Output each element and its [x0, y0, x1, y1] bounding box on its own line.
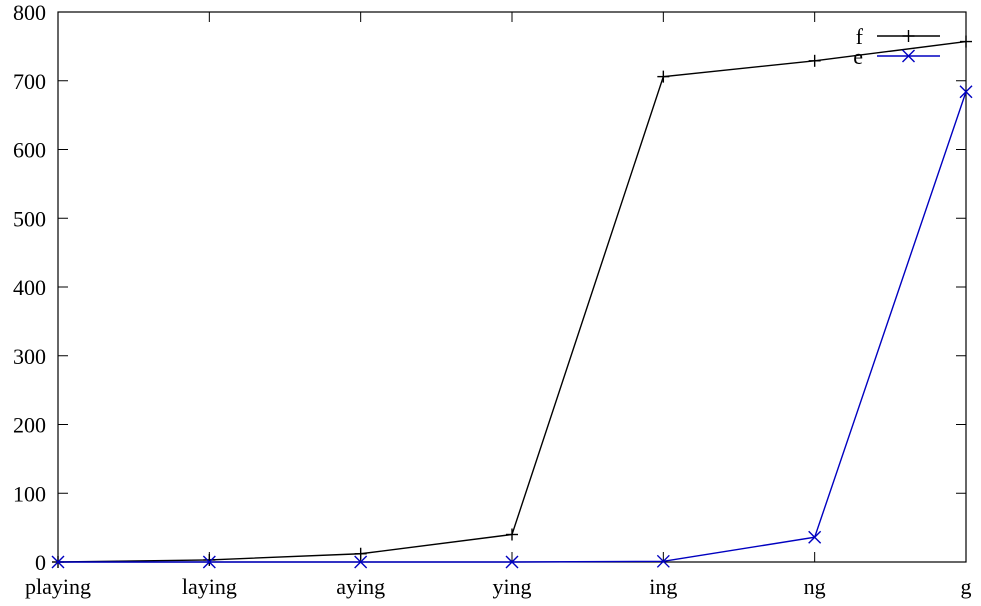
legend-marker-e — [902, 49, 915, 63]
data-point-f — [203, 553, 216, 566]
x-tick-label: ing — [649, 574, 677, 599]
data-point-e — [959, 85, 973, 99]
x-tick-label: playing — [25, 574, 91, 599]
y-tick-label: 400 — [13, 275, 46, 300]
x-tick-label: ying — [492, 574, 531, 599]
marker-cross-b — [959, 85, 973, 99]
data-point-f — [354, 547, 367, 560]
y-tick-label: 800 — [13, 0, 46, 25]
marker-cross-b — [202, 555, 216, 569]
data-point-e — [505, 555, 519, 569]
marker-cross-b — [902, 49, 915, 63]
marker-cross-b — [51, 555, 65, 569]
x-tick-label: g — [961, 574, 972, 599]
marker-cross-b — [505, 555, 519, 569]
data-point-e — [354, 555, 368, 569]
data-point-f — [657, 70, 670, 83]
data-point-f — [506, 528, 518, 541]
data-point-e — [808, 530, 822, 544]
x-tick-label: ng — [804, 574, 826, 599]
y-tick-label: 300 — [13, 344, 46, 369]
y-tick-label: 500 — [13, 206, 46, 231]
legend-marker-f — [902, 30, 915, 42]
plot-border — [57, 11, 967, 563]
x-tick-label: aying — [336, 574, 385, 599]
y-tick-label: 600 — [13, 138, 46, 163]
series-line-e — [58, 91, 967, 563]
marker-cross-b — [656, 554, 670, 568]
y-tick-label: 0 — [35, 550, 46, 575]
legend-label-f: f — [856, 24, 864, 49]
marker-cross-b — [808, 530, 822, 544]
data-point-f — [960, 35, 972, 48]
y-tick-label: 700 — [13, 69, 46, 94]
y-tick-label: 100 — [13, 481, 46, 506]
legend-label-e: e — [853, 44, 863, 69]
data-point-e — [656, 554, 670, 568]
data-point-e — [202, 555, 216, 569]
y-tick-label: 200 — [13, 413, 46, 438]
x-tick-label: laying — [182, 574, 237, 599]
series-line-f — [57, 40, 967, 563]
data-point-f — [808, 54, 821, 67]
data-point-e — [51, 555, 65, 569]
marker-cross-b — [354, 555, 368, 569]
